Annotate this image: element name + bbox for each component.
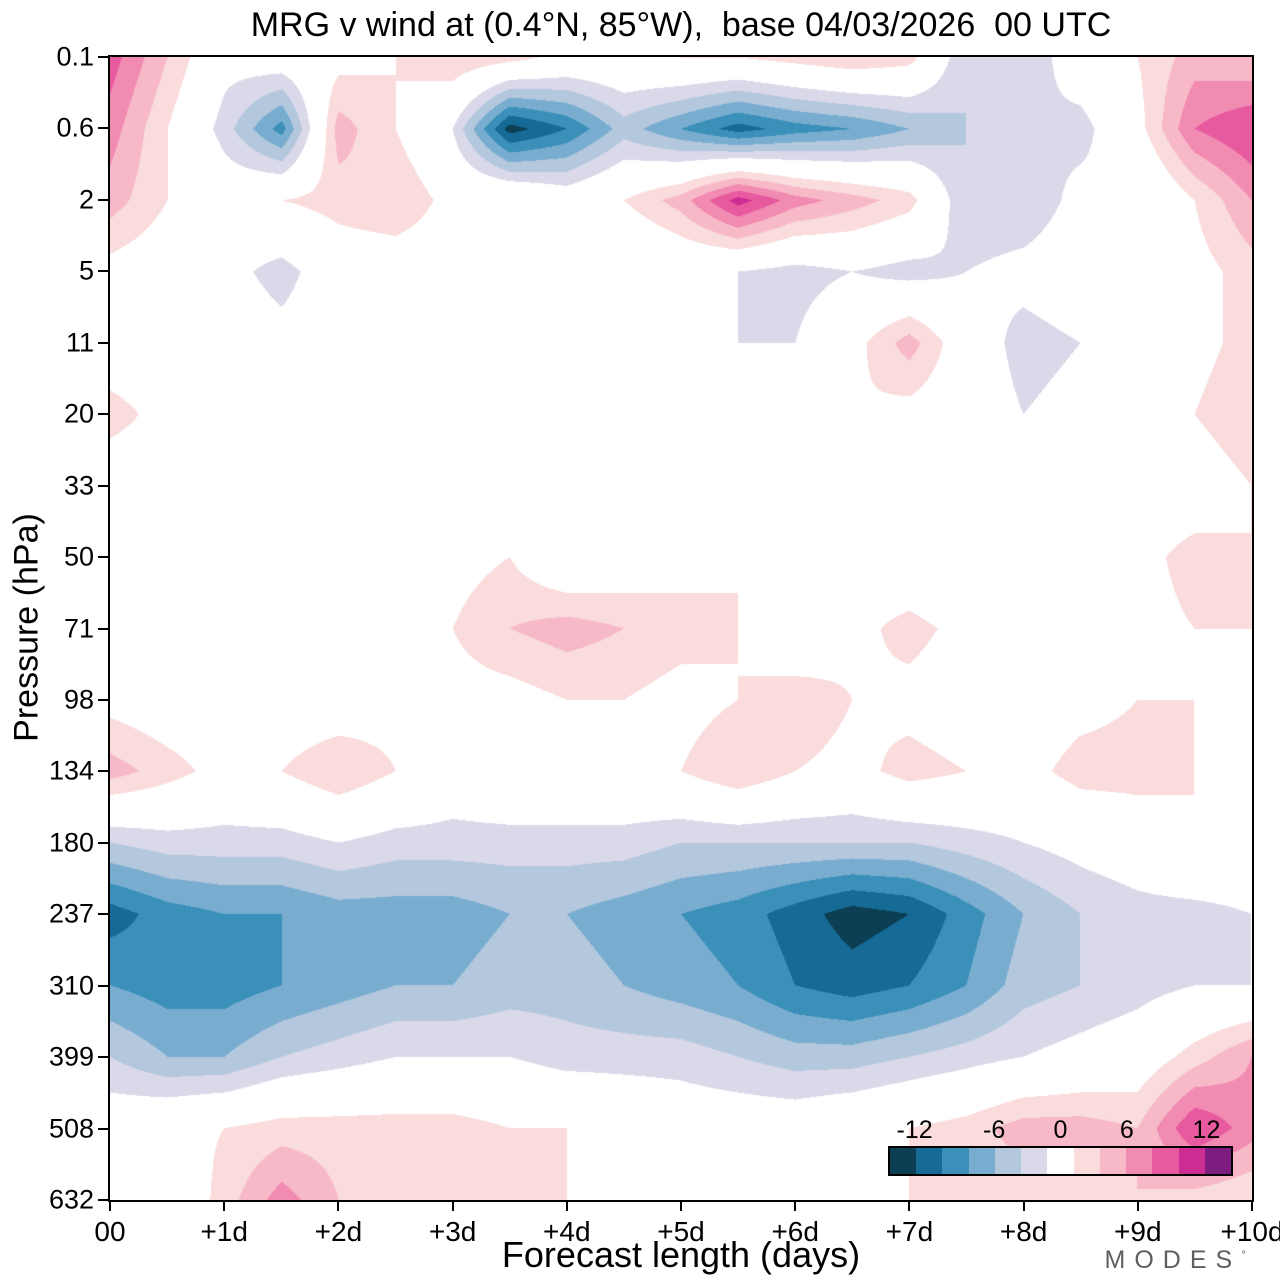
- modes-logo: MODES°: [1105, 1246, 1247, 1275]
- colorbar-segment: [1126, 1148, 1153, 1174]
- x-tick-mark: [908, 1200, 911, 1211]
- y-tick-label: 5: [78, 255, 94, 286]
- x-tick-mark: [1251, 1200, 1253, 1211]
- colorbar-tick-label: 12: [1192, 1116, 1221, 1144]
- y-tick-mark: [98, 413, 110, 416]
- y-tick-label: 20: [63, 398, 94, 429]
- plot-area: [108, 55, 1254, 1202]
- x-tick-mark: [794, 1200, 797, 1211]
- x-tick-label: +5d: [657, 1216, 705, 1247]
- colorbar-segment: [968, 1148, 995, 1174]
- x-tick-label: 00: [94, 1216, 126, 1247]
- colorbar-tick-label: 0: [1053, 1116, 1068, 1144]
- x-tick-label: +9d: [1114, 1216, 1162, 1247]
- colorbar-tick-label: -12: [896, 1116, 933, 1144]
- y-tick-mark: [98, 1199, 110, 1201]
- colorbar-tick-label: 6: [1119, 1116, 1134, 1144]
- x-tick-mark: [337, 1200, 340, 1211]
- y-tick-label: 98: [63, 684, 94, 715]
- y-tick-mark: [98, 484, 110, 487]
- y-tick-label: 0.6: [56, 112, 94, 143]
- y-tick-label: 50: [63, 541, 94, 572]
- x-tick-label: +7d: [885, 1216, 934, 1247]
- colorbar-segment: [1021, 1148, 1048, 1174]
- y-tick-label: 0.1: [56, 41, 94, 72]
- y-tick-mark: [98, 1056, 110, 1059]
- x-tick-mark: [680, 1200, 682, 1211]
- y-tick-label: 399: [48, 1041, 94, 1072]
- colorbar-bar: [888, 1146, 1233, 1176]
- colorbar-segment: [1204, 1148, 1232, 1174]
- contour-plot: [110, 57, 1252, 1200]
- y-tick-mark: [98, 984, 110, 987]
- x-tick-label: +1d: [200, 1216, 248, 1247]
- colorbar-segment: [1047, 1148, 1074, 1174]
- y-tick-mark: [98, 770, 110, 773]
- colorbar-tick-label: -6: [983, 1116, 1006, 1144]
- y-tick-mark: [98, 841, 110, 844]
- y-tick-mark: [98, 1127, 110, 1130]
- y-tick-mark: [98, 270, 110, 273]
- x-tick-label: +10d: [1220, 1216, 1280, 1247]
- y-tick-mark: [98, 341, 110, 344]
- y-tick-mark: [98, 198, 110, 201]
- y-tick-label: 71: [63, 613, 94, 643]
- x-tick-mark: [451, 1200, 454, 1211]
- x-tick-mark: [1022, 1200, 1025, 1211]
- colorbar-segment: [1073, 1148, 1100, 1174]
- x-tick-label: +6d: [771, 1216, 819, 1247]
- modes-logo-mark: °: [1241, 1247, 1246, 1262]
- y-tick-label: 632: [48, 1184, 94, 1215]
- y-tick-label: 134: [48, 755, 94, 786]
- colorbar-segment: [1099, 1148, 1127, 1174]
- y-tick-mark: [98, 913, 110, 916]
- x-tick-mark: [1136, 1200, 1139, 1211]
- x-tick-label: +4d: [543, 1216, 591, 1247]
- y-tick-label: 33: [63, 470, 94, 501]
- y-tick-mark: [98, 627, 110, 630]
- modes-logo-text: MODES: [1104, 1246, 1242, 1274]
- x-tick-mark: [109, 1200, 111, 1211]
- colorbar-labels: -12 -6 0 6 12: [888, 1116, 1233, 1146]
- x-axis-title: Forecast length (days): [501, 1234, 861, 1275]
- colorbar-segment: [916, 1148, 943, 1174]
- x-tick-label: +8d: [999, 1216, 1048, 1247]
- colorbar-segment: [942, 1148, 969, 1174]
- y-tick-label: 180: [48, 827, 94, 858]
- colorbar-segment: [890, 1148, 917, 1174]
- y-tick-label: 508: [48, 1113, 94, 1144]
- colorbar: -12 -6 0 6 12: [888, 1116, 1233, 1176]
- colorbar-segment: [1152, 1148, 1179, 1174]
- y-tick-mark: [98, 698, 110, 701]
- x-tick-label: +3d: [428, 1216, 477, 1247]
- colorbar-segment: [1178, 1148, 1205, 1174]
- y-tick-mark: [98, 56, 110, 58]
- x-tick-mark: [565, 1200, 568, 1211]
- x-tick-mark: [223, 1200, 226, 1211]
- y-tick-mark: [98, 127, 110, 130]
- y-tick-label: 11: [65, 327, 94, 358]
- y-tick-mark: [98, 556, 110, 559]
- colorbar-segment: [994, 1148, 1022, 1174]
- y-tick-label: 310: [48, 970, 94, 1001]
- x-tick-label: +2d: [314, 1216, 363, 1247]
- y-tick-label: 2: [78, 184, 94, 215]
- chart-title: MRG v wind at (0.4°N, 85°W), base 04/03/…: [250, 6, 1112, 44]
- y-tick-label: 237: [48, 898, 94, 929]
